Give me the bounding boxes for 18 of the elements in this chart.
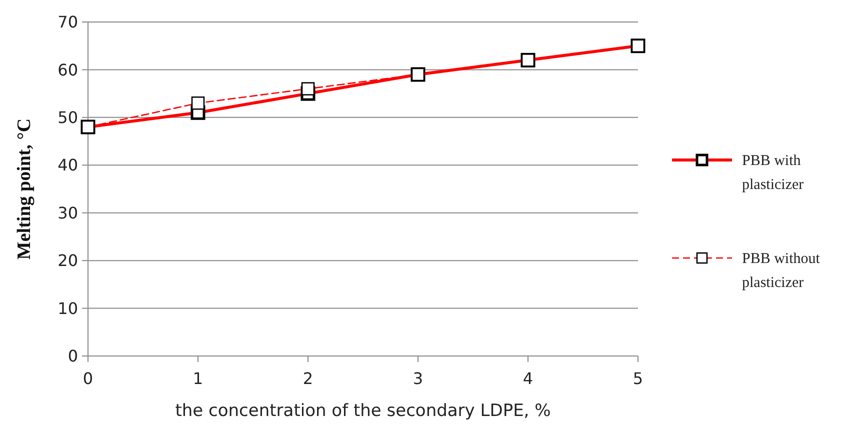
y-tick-label: 0: [68, 346, 78, 366]
x-tick-label: 0: [82, 369, 94, 388]
x-axis-title: the concentration of the secondary LDPE, %: [175, 401, 551, 421]
legend-label: PBB with plasticizer: [742, 153, 804, 193]
x-tick-label: 2: [302, 369, 314, 388]
y-tick-label: 30: [58, 203, 78, 222]
x-tick-label: 4: [522, 369, 534, 388]
y-tick-label: 10: [58, 298, 78, 318]
x-tick-label: 5: [632, 369, 644, 388]
x-tick-label: 3: [412, 369, 424, 388]
y-tick-label: 70: [58, 12, 78, 32]
y-tick-label: 40: [58, 156, 78, 175]
y-tick-label: 50: [58, 108, 78, 128]
y-tick-label: 20: [58, 251, 78, 270]
legend-label: PBB without plasticizer: [742, 251, 821, 291]
y-axis-title: Melting point, °C: [14, 118, 35, 260]
y-tick-label: 60: [58, 60, 78, 80]
x-tick-label: 1: [192, 369, 204, 388]
